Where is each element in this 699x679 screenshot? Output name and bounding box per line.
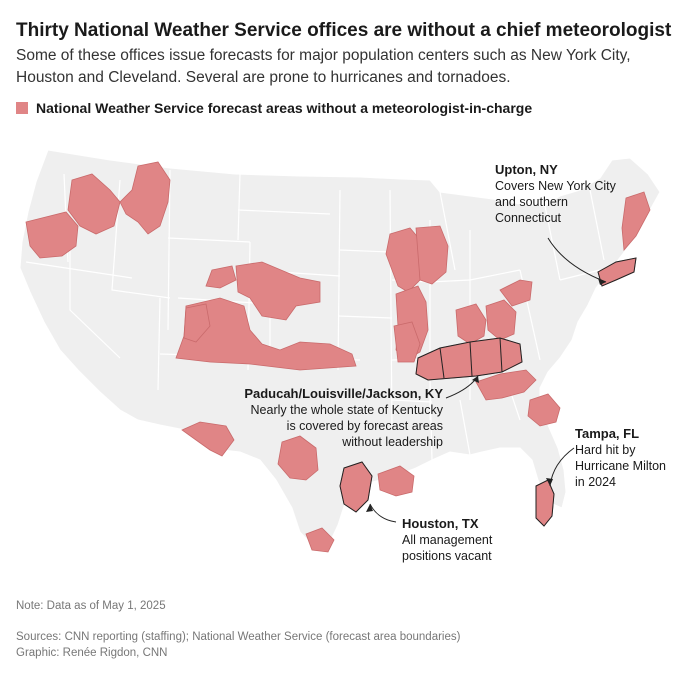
footnote: Note: Data as of May 1, 2025 [16,600,166,612]
area-idaho-montana [119,161,171,235]
area-new-england [621,191,651,251]
area-ohio [485,299,517,341]
area-upper-midwest [385,227,427,293]
area-cheyenne [205,265,237,289]
legend-label: National Weather Service forecast areas … [36,100,533,116]
sources-line: Sources: CNN reporting (staffing); Natio… [16,631,461,643]
annotation-houston-title: Houston, TX [402,516,479,531]
area-north-platte [235,261,321,321]
area-san-angelo [277,435,319,481]
us-map: Upton, NY Covers New York City and south… [0,130,699,580]
annotation-kentucky-title: Paducah/Louisville/Jackson, KY [244,386,443,401]
sources-credit: Sources: CNN reporting (staffing); Natio… [16,629,460,661]
annotation-upton-title: Upton, NY [495,162,558,177]
annotation-upton-line-1: Covers New York City [495,179,616,193]
arrow-heads [366,278,606,512]
annotation-tampa-title: Tampa, FL [575,426,640,441]
area-grand-junction-denver [175,297,357,371]
chart-subtitle: Some of these offices issue forecasts fo… [16,47,631,86]
area-lake-charles [377,465,415,497]
area-tennessee-carolina [475,369,537,401]
annotation-houston-line-2: positions vacant [402,549,492,563]
area-el-paso-midland [181,421,235,457]
us-map-svg [19,149,661,553]
annotation-upton: Upton, NY Covers New York City and south… [495,162,616,226]
annotation-upton-line-3: Connecticut [495,211,562,225]
annotation-kentucky: Paducah/Louisville/Jackson, KY Nearly th… [213,386,443,450]
chart-title: Thirty National Weather Service offices … [16,20,672,41]
annotation-kentucky-line-3: without leadership [342,435,443,449]
annotation-kentucky-line-1: Nearly the whole state of Kentucky [250,403,443,417]
area-eastern-washington [67,173,121,235]
area-georgia-sc [527,393,561,427]
annotation-tampa-line-2: Hurricane Milton [575,459,667,473]
highlighted-forecast-areas [25,161,651,553]
area-corpus-christi [305,527,335,553]
state-borders [25,169,605,461]
annotation-tampa: Tampa, FL Hard hit by Hurricane Milton i… [575,426,666,490]
legend: National Weather Service forecast areas … [16,100,532,116]
graphic-credit-line: Graphic: Renée Rigdon, CNN [16,647,168,659]
annotation-houston: Houston, TX All management positions vac… [402,516,492,564]
annotation-houston-line-1: All management [402,533,493,547]
annotation-upton-line-2: and southern [495,195,568,209]
annotation-tampa-line-1: Hard hit by [575,443,636,457]
area-four-corners [183,303,211,343]
annotation-tampa-line-3: in 2024 [575,475,617,489]
legend-swatch [16,102,28,114]
area-cleveland [499,279,533,307]
annotation-kentucky-line-2: is covered by forecast areas [286,419,443,433]
area-missouri [393,321,421,363]
area-wisconsin [415,225,449,285]
area-pacific-northwest [25,211,79,259]
area-indiana [455,303,487,345]
